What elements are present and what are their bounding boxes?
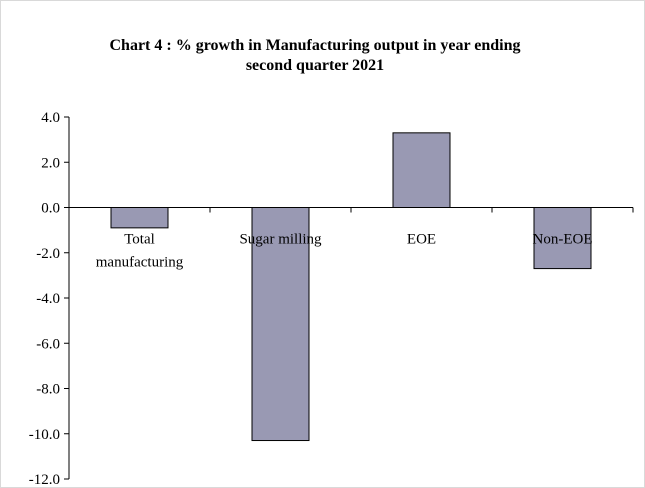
chart-title-line-2: second quarter 2021: [245, 57, 385, 74]
y-tick-label: 4.0: [41, 110, 60, 126]
chart-title-line-1: Chart 4 : % growth in Manufacturing outp…: [109, 37, 521, 54]
bar: [251, 207, 310, 442]
y-tick-label: -2.0: [36, 246, 60, 262]
y-tick-label: -4.0: [36, 291, 60, 307]
y-tick-label: -10.0: [29, 427, 60, 443]
category-label: Sugar milling: [239, 232, 322, 248]
bar: [392, 132, 451, 208]
bar: [110, 207, 169, 229]
chart-title: Chart 4 : % growth in Manufacturing outp…: [60, 36, 570, 76]
category-label: EOE: [407, 232, 436, 248]
y-tick-label: -8.0: [36, 382, 60, 398]
y-tick-label: -6.0: [36, 336, 60, 352]
category-label: manufacturing: [96, 255, 184, 271]
category-label: Non-EOE: [533, 232, 593, 248]
y-tick-label: -12.0: [29, 472, 60, 488]
bar: [533, 207, 592, 270]
category-label: Total: [124, 232, 155, 248]
y-tick-label: 2.0: [41, 155, 60, 171]
y-tick-label: 0.0: [41, 201, 60, 217]
